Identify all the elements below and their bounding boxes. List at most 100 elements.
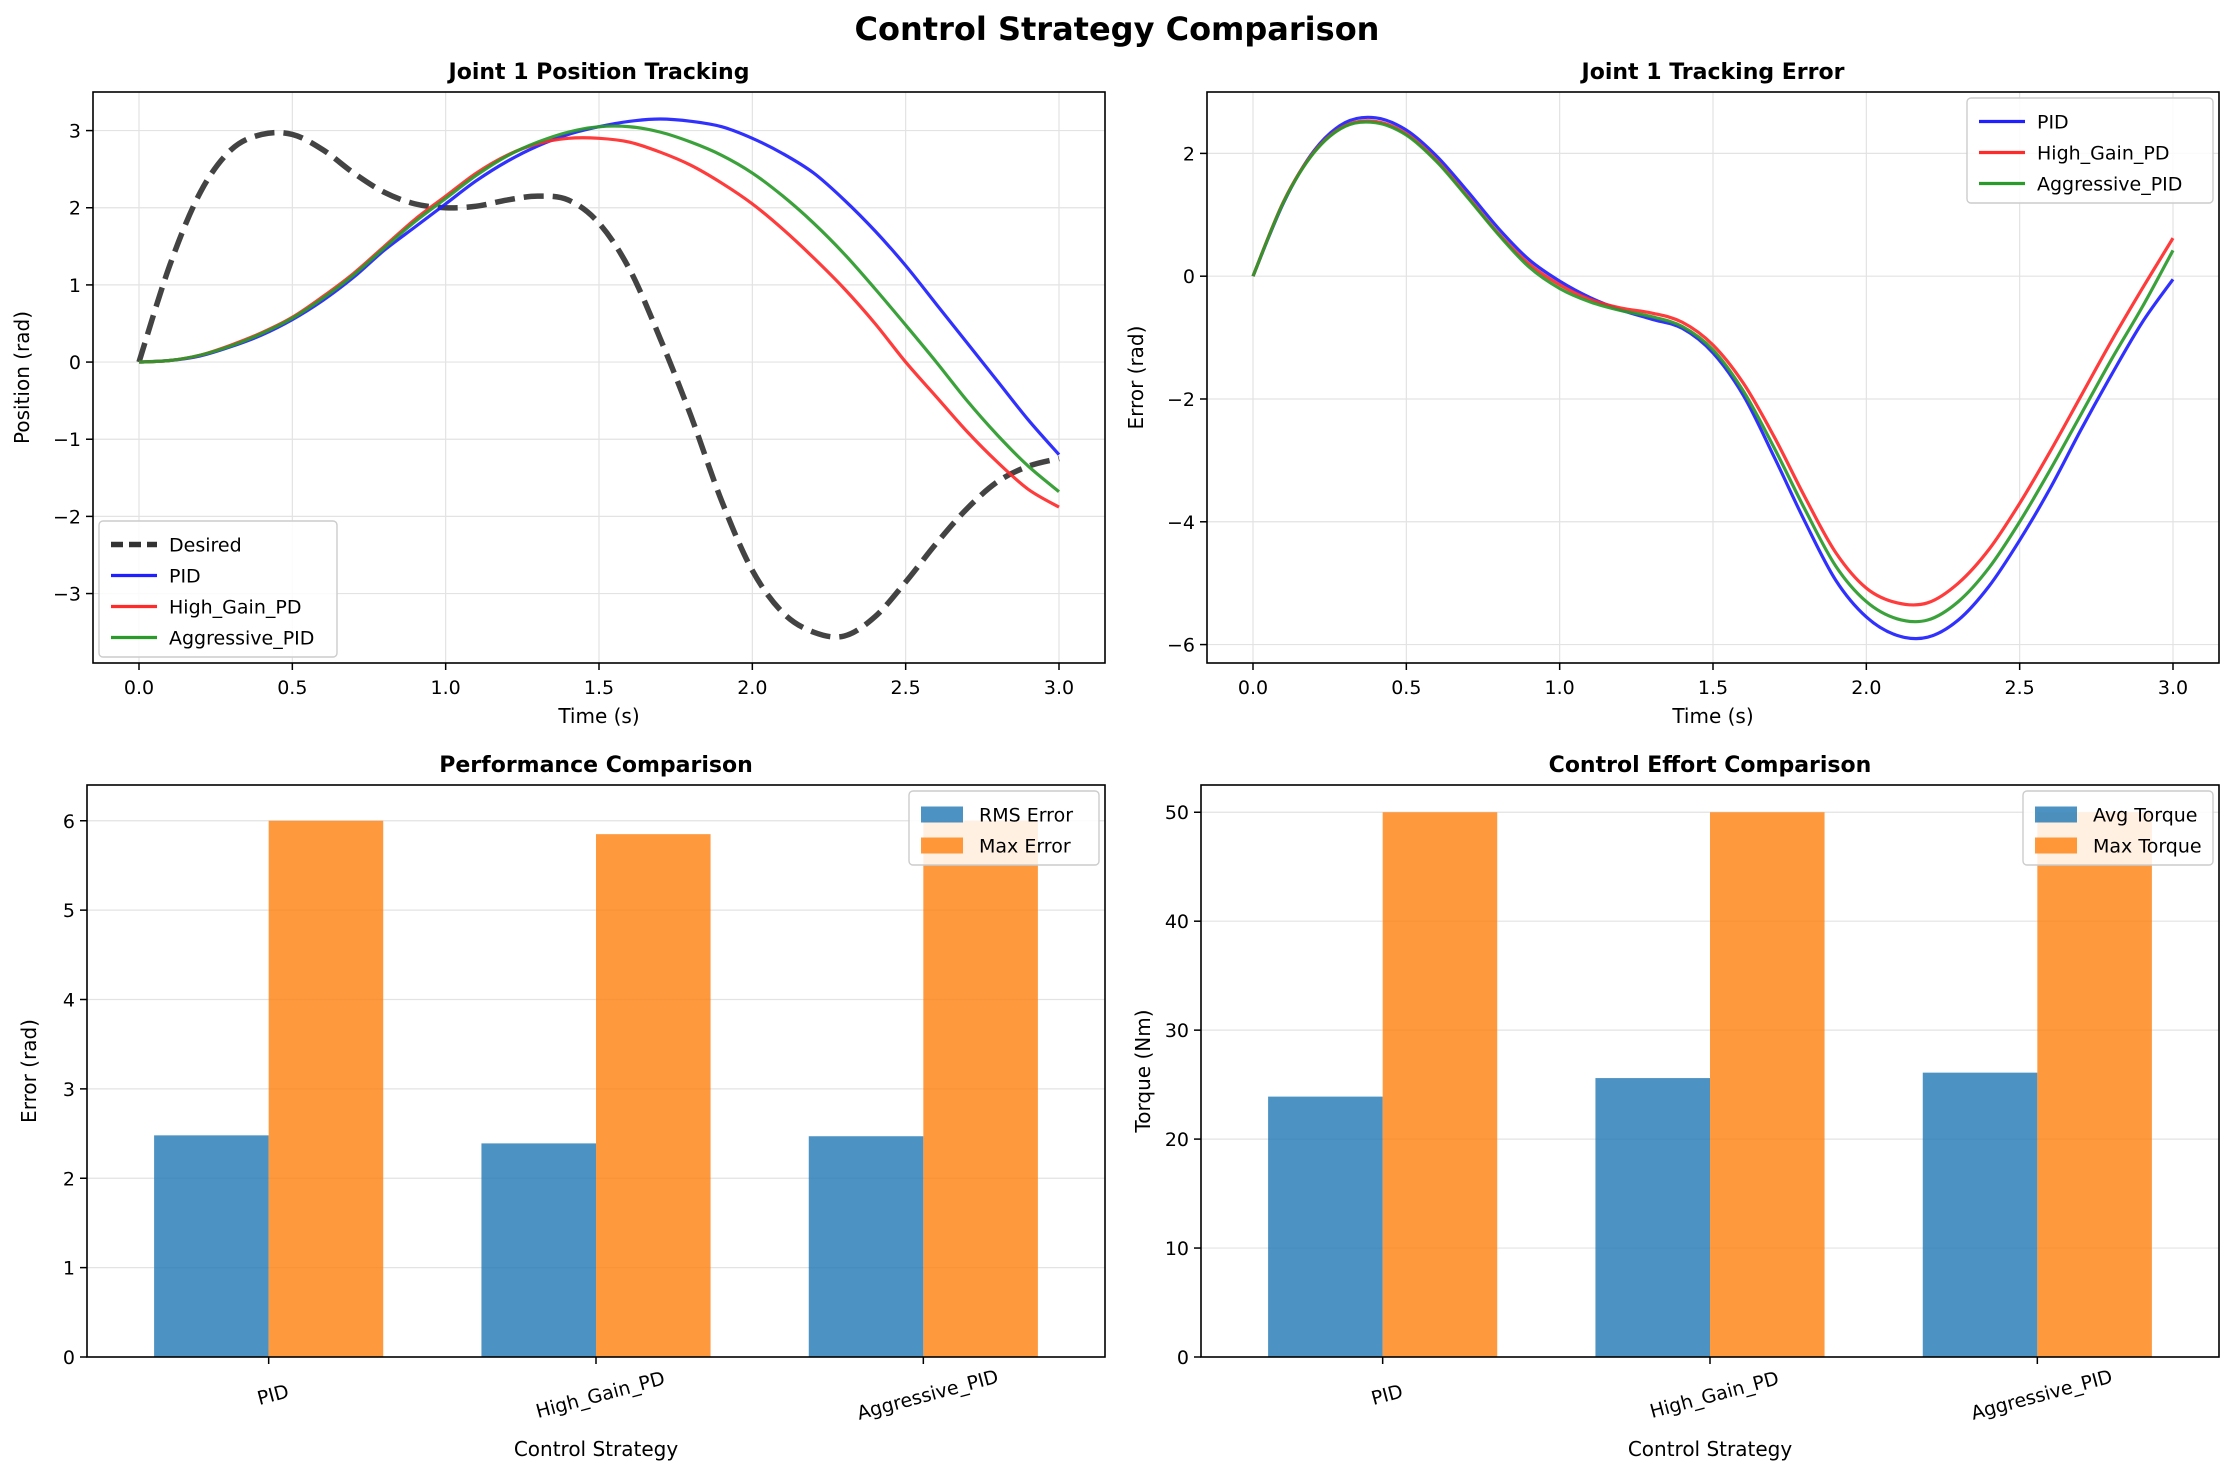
x-tick-label: High_Gain_PD: [534, 1367, 668, 1423]
bar-rms-error: [154, 1135, 269, 1357]
y-tick-label: −2: [1167, 389, 1195, 411]
chart-title: Performance Comparison: [439, 753, 753, 778]
legend: PID High_Gain_PD Aggressive_PID: [1966, 97, 2214, 204]
legend: Avg Torque Max Torque: [2022, 790, 2214, 866]
y-tick-label: 40: [1165, 911, 1189, 933]
legend-label: RMS Error: [979, 805, 1073, 827]
legend-swatch: [2035, 837, 2077, 854]
legend-swatch: [921, 837, 963, 854]
panel-performance-comparison: Performance Comparison 0 1 2 3 4 5 6 PID High_Gai…: [17, 753, 1106, 1461]
x-axis-label: Time (s): [557, 704, 639, 728]
y-tick-label: 3: [69, 121, 81, 143]
bar-rms-error: [808, 1136, 924, 1357]
y-tick-label: −2: [53, 506, 81, 528]
bar-avg-torque: [1922, 1072, 2038, 1357]
bar-max-torque: [1382, 812, 1498, 1357]
y-tick-label: 20: [1165, 1129, 1189, 1151]
y-tick-label: 2: [1183, 143, 1195, 165]
y-tick-label: −6: [1167, 635, 1195, 657]
y-tick-label: 3: [63, 1079, 75, 1101]
series-line-aggressive-pid: [138, 124, 1061, 493]
y-tick-label: 2: [63, 1168, 75, 1190]
y-axis-label: Error (rad): [1124, 326, 1148, 430]
bar-max-torque: [1710, 812, 1825, 1357]
x-tick-label: 1.5: [1698, 677, 1728, 699]
x-tick-label: High_Gain_PD: [1648, 1367, 1782, 1423]
panel-control-effort: Control Effort Comparison 0 10 20 30 40 50 PID H…: [1131, 753, 2220, 1461]
x-tick-label: 1.0: [1545, 677, 1575, 699]
x-tick-label: PID: [255, 1380, 291, 1409]
x-tick-label: PID: [1369, 1380, 1405, 1409]
x-axis-label: Time (s): [1671, 704, 1753, 728]
x-tick-label: 3.0: [1044, 677, 1074, 699]
series-line-desired: [136, 129, 1060, 640]
gridlines: [93, 92, 1105, 663]
legend-label: Aggressive_PID: [2037, 174, 2182, 196]
bar-rms-error: [481, 1143, 596, 1357]
y-tick-label: 50: [1165, 802, 1189, 824]
x-tick-label: 2.5: [891, 677, 921, 699]
x-tick-label: 3.0: [2158, 677, 2188, 699]
series-line-aggressive-pid: [1251, 120, 2175, 624]
panel-tracking-error: Joint 1 Tracking Error −6 −4 −2 0 2 0.0 0.5 1.0 1…: [1124, 60, 2220, 728]
bar-max-error: [596, 834, 711, 1357]
y-tick-label: −3: [53, 584, 81, 606]
legend-swatch: [2035, 806, 2077, 823]
legend-label: Avg Torque: [2093, 805, 2198, 827]
legend-swatch: [921, 806, 963, 823]
legend-label: Max Error: [979, 836, 1071, 858]
x-axis-label: Control Strategy: [1628, 1437, 1793, 1461]
x-tick-label: 0.5: [1391, 677, 1421, 699]
y-tick-label: 0: [1177, 1347, 1189, 1369]
legend: Desired PID High_Gain_PD Aggressive_PID: [98, 520, 338, 658]
legend-label: High_Gain_PD: [2037, 143, 2169, 165]
x-tick-label: 0.5: [277, 677, 307, 699]
y-tick-label: 6: [63, 811, 75, 833]
legend-label: Desired: [169, 535, 242, 557]
chart-title: Control Effort Comparison: [1549, 753, 1872, 778]
legend-box: [98, 520, 338, 658]
x-tick-label: 0.0: [124, 677, 154, 699]
y-tick-label: −4: [1167, 512, 1195, 534]
x-tick-label: Aggressive_PID: [1969, 1366, 2115, 1425]
legend: RMS Error Max Error: [908, 790, 1100, 866]
legend-label: High_Gain_PD: [169, 597, 301, 619]
y-tick-label: 0: [63, 1347, 75, 1369]
bar-max-torque: [2037, 812, 2152, 1357]
figure-title: Control Strategy Comparison: [855, 10, 1380, 48]
y-tick-label: 30: [1165, 1020, 1189, 1042]
x-tick-label: 0.0: [1238, 677, 1268, 699]
y-axis-label: Position (rad): [10, 311, 34, 444]
bar-max-error: [923, 820, 1038, 1357]
y-tick-label: 1: [63, 1258, 75, 1280]
legend-label: PID: [169, 566, 201, 588]
x-tick-label: 2.0: [737, 677, 767, 699]
y-tick-label: 0: [69, 352, 81, 374]
chart-title: Joint 1 Tracking Error: [1580, 60, 1845, 85]
legend-label: PID: [2037, 112, 2069, 134]
bar-max-error: [268, 820, 384, 1357]
y-tick-label: 5: [63, 900, 75, 922]
x-tick-label: 2.5: [2005, 677, 2035, 699]
y-axis-label: Torque (Nm): [1131, 1009, 1155, 1133]
x-tick-label: 1.5: [584, 677, 614, 699]
legend-label: Max Torque: [2093, 836, 2202, 858]
legend-box: [1966, 97, 2214, 204]
bar-avg-torque: [1595, 1078, 1710, 1357]
chart-title: Joint 1 Position Tracking: [447, 60, 750, 85]
x-tick-label: 2.0: [1851, 677, 1881, 699]
panel-position-tracking: Joint 1 Position Tracking −3 −2 −1 0 1 2 3 0.0 0.…: [10, 60, 1106, 728]
y-tick-label: 0: [1183, 266, 1195, 288]
y-tick-label: −1: [53, 429, 81, 451]
x-tick-label: Aggressive_PID: [855, 1366, 1001, 1425]
y-axis-label: Error (rad): [17, 1019, 41, 1123]
x-tick-label: 1.0: [431, 677, 461, 699]
bar-avg-torque: [1268, 1096, 1383, 1357]
x-axis-label: Control Strategy: [514, 1437, 679, 1461]
series-line-pid: [1251, 115, 2175, 641]
legend-label: Aggressive_PID: [169, 628, 314, 650]
y-tick-label: 10: [1165, 1238, 1189, 1260]
y-tick-label: 4: [63, 990, 75, 1012]
y-tick-label: 2: [69, 198, 81, 220]
